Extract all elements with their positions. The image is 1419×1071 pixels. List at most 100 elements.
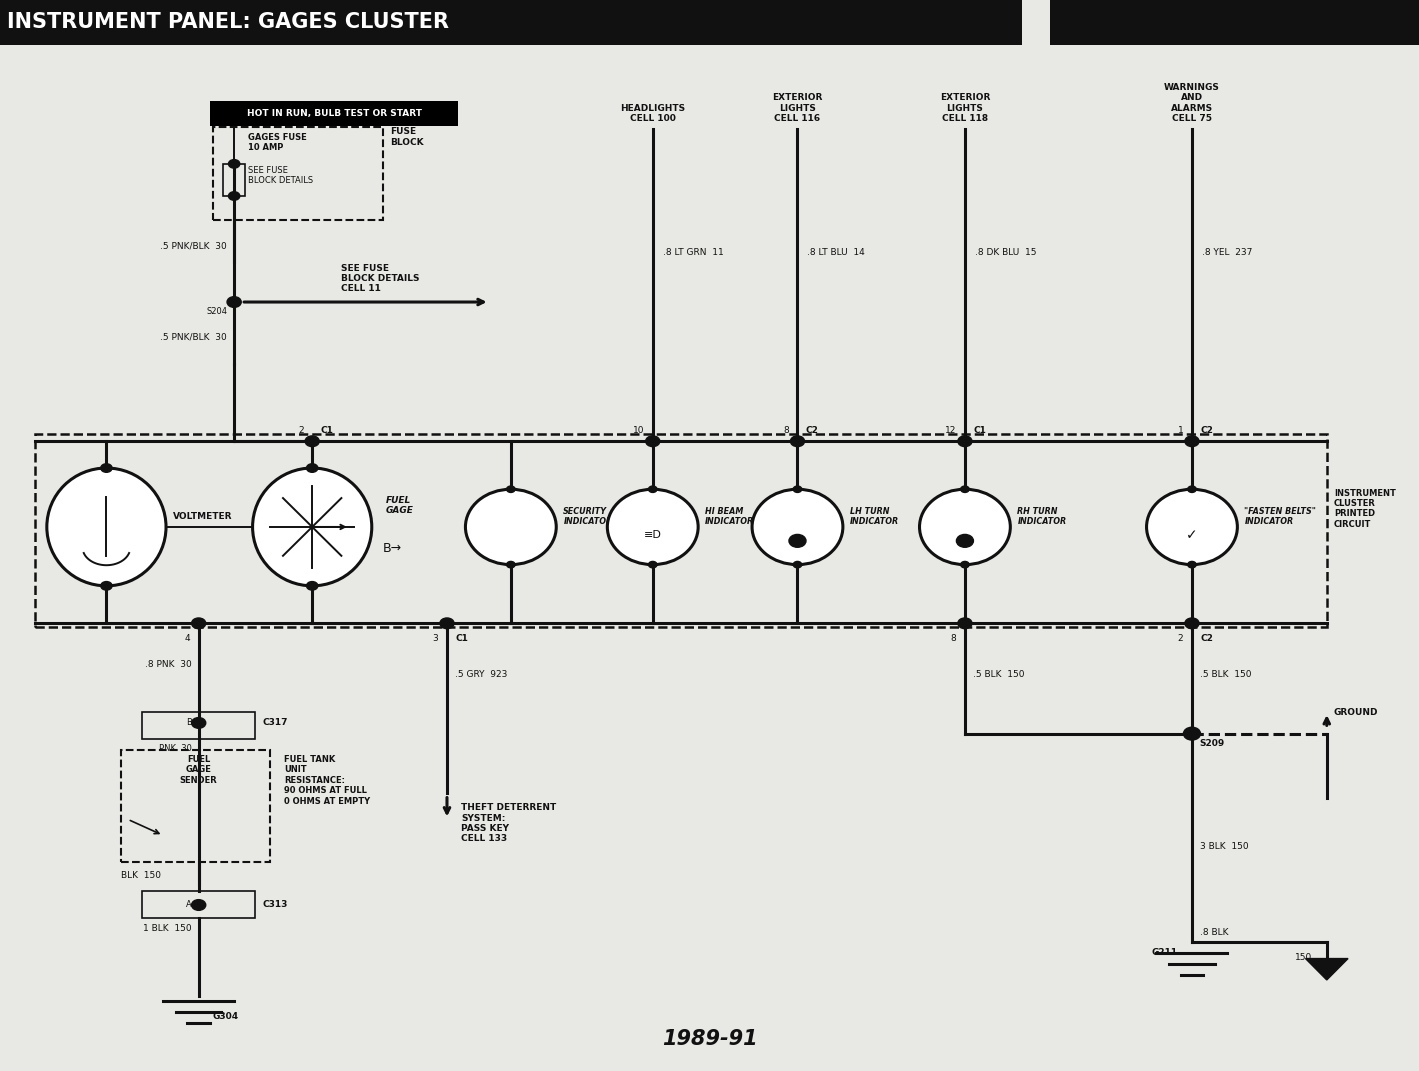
Circle shape (648, 486, 657, 493)
Circle shape (228, 192, 240, 200)
Ellipse shape (920, 489, 1010, 564)
Text: C313: C313 (263, 901, 288, 909)
Text: FUEL
GAGE
SENDER: FUEL GAGE SENDER (180, 755, 217, 785)
Text: .5 PNK/BLK  30: .5 PNK/BLK 30 (160, 242, 227, 251)
Text: INSTRUMENT
CLUSTER
PRINTED
CIRCUIT: INSTRUMENT CLUSTER PRINTED CIRCUIT (1334, 488, 1396, 529)
Text: 1: 1 (1178, 426, 1183, 435)
Text: 150: 150 (1296, 953, 1313, 962)
Circle shape (1185, 618, 1199, 629)
Text: .5 BLK  150: .5 BLK 150 (973, 670, 1025, 679)
Text: INSTRUMENT PANEL: GAGES CLUSTER: INSTRUMENT PANEL: GAGES CLUSTER (7, 13, 448, 32)
Text: GROUND: GROUND (1334, 708, 1378, 716)
Text: FUEL
GAGE: FUEL GAGE (386, 496, 414, 515)
Text: ≡D: ≡D (644, 530, 661, 541)
Text: B→: B→ (383, 542, 402, 555)
Circle shape (1188, 561, 1196, 568)
Circle shape (507, 486, 515, 493)
Text: 8: 8 (951, 634, 956, 643)
Ellipse shape (47, 468, 166, 586)
Circle shape (305, 436, 319, 447)
Text: C2: C2 (806, 426, 819, 435)
Text: .8 YEL  237: .8 YEL 237 (1202, 248, 1253, 257)
Text: BLK  150: BLK 150 (121, 871, 160, 879)
Text: "FASTEN BELTS"
INDICATOR: "FASTEN BELTS" INDICATOR (1244, 507, 1317, 526)
Text: .5 GRY  923: .5 GRY 923 (455, 670, 508, 679)
Text: B: B (186, 719, 192, 727)
Text: .8 BLK: .8 BLK (1200, 929, 1229, 937)
Text: C1: C1 (321, 426, 333, 435)
Bar (1050, 0, 1419, 45)
Text: A: A (186, 901, 192, 909)
Text: HEADLIGHTS
CELL 100: HEADLIGHTS CELL 100 (620, 104, 685, 123)
Ellipse shape (607, 489, 698, 564)
Circle shape (958, 436, 972, 447)
Text: LH TURN
INDICATOR: LH TURN INDICATOR (850, 507, 900, 526)
Text: 12: 12 (945, 426, 956, 435)
Circle shape (101, 464, 112, 472)
Text: C2: C2 (1200, 426, 1213, 435)
Circle shape (958, 618, 972, 629)
Text: EXTERIOR
LIGHTS
CELL 118: EXTERIOR LIGHTS CELL 118 (939, 93, 990, 123)
Text: VOLTMETER: VOLTMETER (173, 512, 233, 521)
Circle shape (307, 582, 318, 590)
Text: C1: C1 (455, 634, 468, 643)
Text: 1 BLK  150: 1 BLK 150 (143, 924, 192, 933)
Text: 3 BLK  150: 3 BLK 150 (1200, 842, 1249, 850)
Circle shape (956, 534, 973, 547)
Circle shape (307, 464, 318, 472)
Text: SEE FUSE
BLOCK DETAILS: SEE FUSE BLOCK DETAILS (248, 166, 314, 185)
Circle shape (1188, 486, 1196, 493)
Circle shape (961, 486, 969, 493)
Circle shape (648, 561, 657, 568)
Text: G211: G211 (1152, 948, 1178, 956)
Text: SECURITY
INDICATOR: SECURITY INDICATOR (563, 507, 613, 526)
Ellipse shape (752, 489, 843, 564)
Polygon shape (1305, 959, 1348, 980)
Text: FUEL TANK
UNIT
RESISTANCE:
90 OHMS AT FULL
0 OHMS AT EMPTY: FUEL TANK UNIT RESISTANCE: 90 OHMS AT FU… (284, 755, 370, 805)
Text: ✓: ✓ (1186, 528, 1198, 543)
Circle shape (789, 534, 806, 547)
Circle shape (961, 561, 969, 568)
Ellipse shape (1147, 489, 1237, 564)
Circle shape (101, 582, 112, 590)
Circle shape (793, 486, 802, 493)
Text: 2: 2 (298, 426, 304, 435)
Text: .8 LT GRN  11: .8 LT GRN 11 (663, 248, 724, 257)
Circle shape (228, 160, 240, 168)
Text: .5 PNK/BLK  30: .5 PNK/BLK 30 (160, 333, 227, 342)
Text: C1: C1 (973, 426, 986, 435)
Circle shape (227, 297, 241, 307)
Ellipse shape (465, 489, 556, 564)
Text: HI BEAM
INDICATOR: HI BEAM INDICATOR (705, 507, 755, 526)
Text: EXTERIOR
LIGHTS
CELL 116: EXTERIOR LIGHTS CELL 116 (772, 93, 823, 123)
Text: GAGES FUSE
10 AMP: GAGES FUSE 10 AMP (248, 133, 307, 152)
Text: .8 PNK  30: .8 PNK 30 (145, 660, 192, 668)
Circle shape (1183, 727, 1200, 740)
Text: SEE FUSE
BLOCK DETAILS
CELL 11: SEE FUSE BLOCK DETAILS CELL 11 (341, 263, 419, 293)
Text: .8 DK BLU  15: .8 DK BLU 15 (975, 248, 1036, 257)
Text: C2: C2 (1200, 634, 1213, 643)
Bar (210, 101, 458, 126)
Text: S209: S209 (1199, 739, 1225, 748)
Circle shape (793, 561, 802, 568)
Circle shape (790, 436, 805, 447)
Circle shape (440, 618, 454, 629)
Circle shape (507, 561, 515, 568)
Text: THEFT DETERRENT
SYSTEM:
PASS KEY
CELL 133: THEFT DETERRENT SYSTEM: PASS KEY CELL 13… (461, 803, 556, 844)
Circle shape (1185, 436, 1199, 447)
Text: G304: G304 (213, 1012, 238, 1021)
Circle shape (646, 436, 660, 447)
Text: RH TURN
INDICATOR: RH TURN INDICATOR (1017, 507, 1067, 526)
Text: HOT IN RUN, BULB TEST OR START: HOT IN RUN, BULB TEST OR START (247, 109, 421, 118)
Text: FUSE
BLOCK: FUSE BLOCK (390, 127, 424, 147)
Circle shape (192, 618, 206, 629)
Text: PNK  30: PNK 30 (159, 744, 192, 753)
Circle shape (192, 718, 206, 728)
Ellipse shape (253, 468, 372, 586)
Circle shape (192, 900, 206, 910)
Text: S204: S204 (206, 307, 227, 316)
Text: 4: 4 (184, 634, 190, 643)
Text: 2: 2 (1178, 634, 1183, 643)
Text: 3: 3 (433, 634, 438, 643)
Text: .5 BLK  150: .5 BLK 150 (1200, 670, 1252, 679)
